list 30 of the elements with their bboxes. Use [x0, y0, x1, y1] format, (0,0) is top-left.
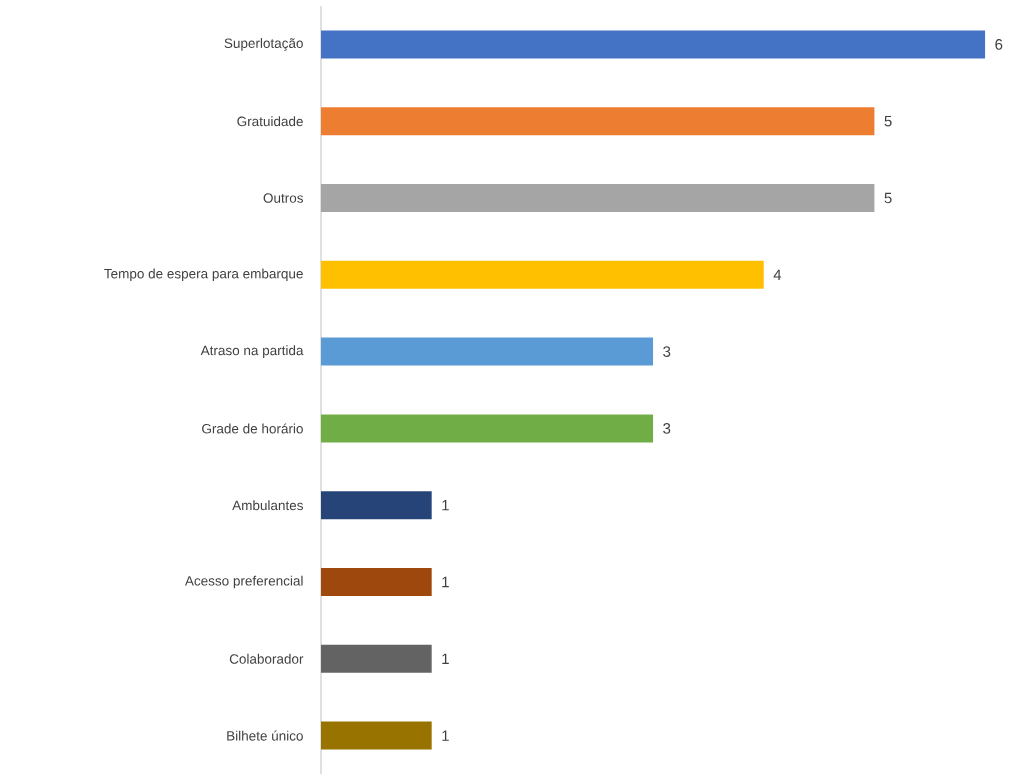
y-tick-label: Gratuidade: [237, 116, 303, 127]
y-tick-label: Colaborador: [229, 653, 304, 664]
data-label: 1: [442, 576, 449, 588]
bar: [321, 107, 875, 136]
y-tick-label: Atraso na partida: [200, 345, 304, 358]
data-label: 1: [442, 730, 449, 741]
data-label: 6: [995, 39, 1003, 50]
data-label: 1: [442, 500, 449, 511]
y-tick-label: Superlotação: [224, 38, 303, 51]
bar: [321, 30, 986, 59]
y-tick-label: Ambulantes: [232, 500, 303, 511]
bar: [321, 260, 764, 289]
data-label: 4: [773, 269, 782, 280]
bar: [321, 491, 432, 520]
y-tick-label: Tempo de espera para embarque: [104, 268, 303, 282]
bar: [321, 568, 432, 597]
bar: [321, 337, 654, 366]
data-label: 5: [884, 192, 892, 204]
bar: [321, 721, 432, 750]
y-tick-label: Grade de horário: [202, 423, 303, 434]
bar: [321, 184, 875, 213]
data-label: 3: [663, 346, 671, 357]
data-label: 1: [442, 653, 449, 664]
bar: [321, 644, 432, 673]
bar: [321, 414, 654, 443]
y-tick-label: Outros: [263, 193, 303, 203]
data-label: 5: [884, 115, 892, 127]
y-tick-label: Acesso preferencial: [184, 575, 303, 589]
data-label: 3: [663, 423, 671, 434]
y-tick-label: Bilhete único: [227, 730, 303, 741]
